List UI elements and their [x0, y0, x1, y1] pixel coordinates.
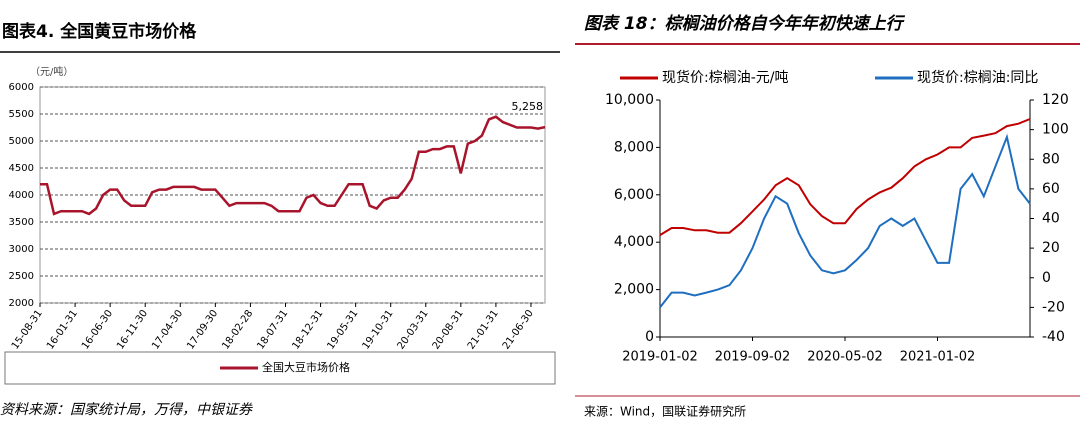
y-tick-label: 8,000 [614, 139, 654, 155]
y2-tick-label: 100 [1042, 122, 1069, 138]
x-tick-label: 20-08-31 [431, 308, 466, 351]
y-tick-label: 4000 [9, 190, 34, 201]
x-tick-label: 20-03-31 [396, 308, 431, 351]
y2-tick-label: -20 [1042, 299, 1065, 315]
x-tick-label: 21-01-31 [466, 308, 501, 351]
y-tick-label: 4500 [9, 163, 34, 174]
value-label: 5,258 [512, 100, 544, 113]
y2-tick-label: 40 [1042, 211, 1060, 227]
y-tick-label: 3000 [9, 244, 34, 255]
x-tick-label: 17-09-30 [185, 308, 220, 351]
y-tick-label: 5000 [9, 136, 34, 147]
x-tick-label: 21-06-30 [501, 308, 536, 351]
x-tick-label: 19-05-31 [325, 308, 360, 351]
y2-tick-label: 20 [1042, 240, 1060, 256]
chart-title: 图表4. 全国黄豆市场价格 [2, 21, 197, 42]
x-tick-label: 18-07-31 [255, 308, 290, 351]
series-line [40, 115, 546, 216]
x-tick-label: 2021-01-02 [900, 350, 976, 365]
x-tick-label: 17-04-30 [150, 308, 185, 351]
y-tick-label: 2500 [9, 271, 34, 282]
y-tick-label: 10,000 [605, 92, 654, 108]
y-tick-label: 2000 [9, 298, 34, 309]
y2-tick-label: 120 [1042, 92, 1069, 108]
y-tick-label: 3500 [9, 217, 34, 228]
legend-box [4, 351, 556, 385]
y2-tick-label: 0 [1042, 270, 1051, 286]
x-tick-label: 18-12-31 [290, 308, 325, 351]
x-tick-label: 16-01-31 [45, 308, 80, 351]
x-tick-label: 19-10-31 [361, 308, 396, 351]
series-line [659, 133, 1031, 309]
x-tick-label: 15-08-31 [10, 308, 45, 351]
y2-tick-label: 80 [1042, 151, 1060, 167]
y-tick-label: 2,000 [614, 282, 654, 298]
y2-tick-label: -40 [1042, 329, 1065, 345]
x-tick-label: 2019-09-02 [715, 350, 791, 365]
source: 来源：Wind，国联证券研究所 [584, 404, 746, 419]
y-tick-label: 6,000 [614, 187, 654, 203]
legend-label: 现货价:棕榈油-元/吨 [662, 69, 789, 86]
y2-tick-label: 60 [1042, 181, 1060, 197]
chart-title: 图表 18：棕榈油价格自今年年初快速上行 [584, 14, 906, 34]
y-tick-label: 5500 [9, 109, 34, 120]
x-tick-label: 2020-05-02 [807, 350, 883, 365]
y-tick-label: 4,000 [614, 234, 654, 250]
source: 资料来源：国家统计局，万得，中银证券 [0, 402, 253, 418]
x-tick-label: 2019-01-02 [622, 350, 698, 365]
unit-label: （元/吨） [30, 65, 73, 78]
y-tick-label: 0 [645, 329, 654, 345]
legend-label: 全国大豆市场价格 [262, 360, 350, 374]
series-line [659, 118, 1031, 236]
x-tick-label: 16-11-30 [115, 308, 150, 351]
legend-label: 现货价:棕榈油:同比 [917, 69, 1038, 86]
x-tick-label: 18-02-28 [220, 308, 255, 351]
y-tick-label: 6000 [9, 82, 34, 93]
x-tick-label: 16-06-30 [80, 308, 115, 351]
